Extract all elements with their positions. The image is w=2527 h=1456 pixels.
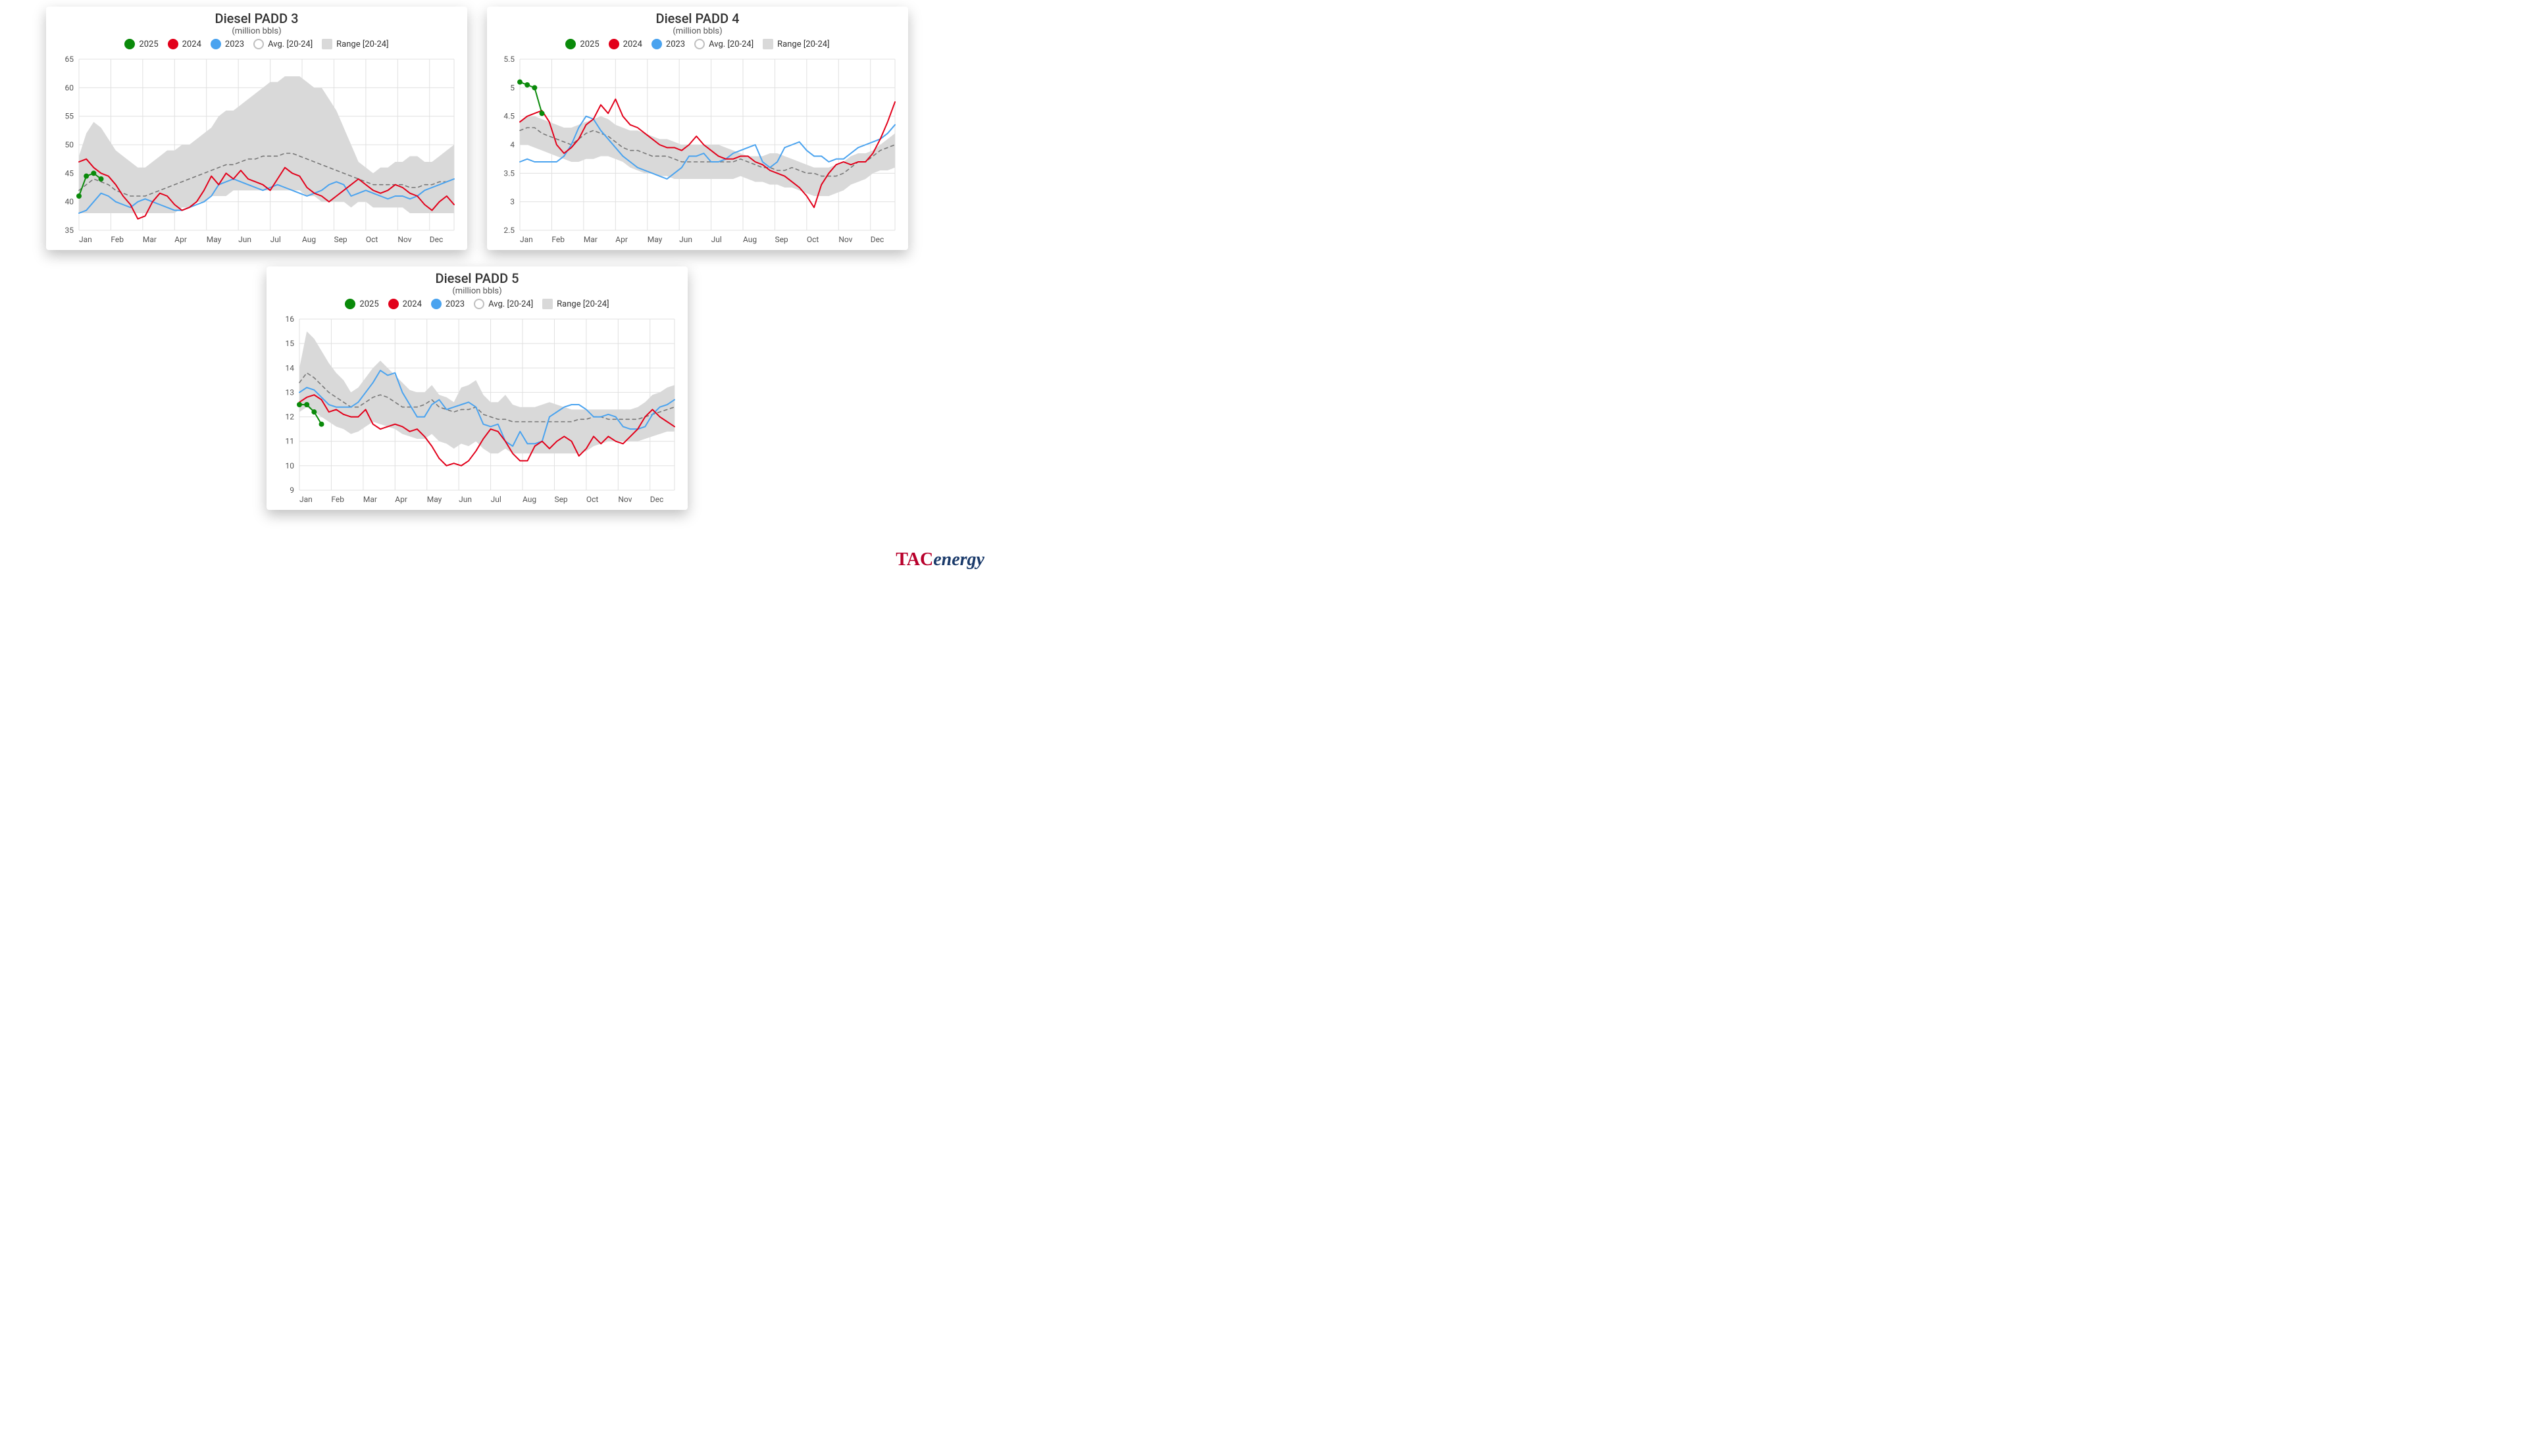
x-tick-label: Dec [650, 495, 664, 504]
series-marker-2025 [91, 170, 96, 176]
page-root: Diesel PADD 3(million bbls)202520242023A… [0, 0, 1011, 582]
x-tick-label: Jan [520, 235, 533, 244]
y-tick-label: 5 [510, 83, 515, 92]
x-tick-label: Jul [711, 235, 722, 244]
x-tick-label: Aug [743, 235, 757, 244]
x-tick-label: Feb [111, 235, 124, 244]
y-tick-label: 12 [286, 413, 295, 422]
y-tick-label: 4 [510, 140, 515, 149]
x-tick-label: Aug [523, 495, 536, 504]
logo-tac: TAC [896, 549, 933, 570]
x-tick-label: Apr [395, 495, 407, 504]
y-tick-label: 35 [65, 226, 74, 235]
x-tick-label: Jun [679, 235, 692, 244]
x-tick-label: Jun [459, 495, 472, 504]
y-tick-label: 3 [510, 197, 515, 207]
x-tick-label: May [207, 235, 222, 244]
y-tick-label: 2.5 [503, 226, 515, 235]
chart-title: Diesel PADD 5 [267, 266, 688, 286]
chart-svg: 9 10 11 12 13 14 15 16 Jan Feb Mar Apr May Jun Jul Aug S… [267, 306, 688, 523]
x-tick-label: Sep [775, 235, 788, 244]
y-tick-label: 3.5 [503, 168, 515, 178]
logo-energy: energy [933, 549, 984, 570]
series-marker-2025 [524, 82, 530, 88]
x-tick-label: Dec [871, 235, 884, 244]
series-marker-2025 [99, 176, 104, 182]
chart-subtitle: (million bbls) [267, 286, 688, 296]
series-marker-2025 [304, 402, 309, 407]
x-tick-label: Nov [838, 235, 852, 244]
y-tick-label: 16 [286, 314, 295, 324]
chart-subtitle: (million bbls) [487, 26, 908, 36]
x-tick-label: Aug [302, 235, 316, 244]
x-tick-label: Jun [238, 235, 251, 244]
x-tick-label: Mar [584, 235, 598, 244]
y-tick-label: 5.5 [503, 55, 515, 64]
series-marker-2025 [76, 193, 82, 199]
chart-card-padd4: Diesel PADD 4(million bbls)202520242023A… [487, 7, 908, 250]
y-tick-label: 11 [286, 437, 295, 446]
y-tick-label: 50 [65, 140, 74, 149]
x-tick-label: Apr [174, 235, 187, 244]
x-tick-label: Apr [615, 235, 628, 244]
y-tick-label: 14 [286, 363, 295, 372]
chart-subtitle: (million bbls) [46, 26, 467, 36]
logo: TACenergy [896, 549, 984, 570]
y-tick-label: 15 [286, 339, 295, 348]
series-line [520, 82, 542, 114]
chart-svg: 35 40 45 50 55 60 65 Jan Feb Mar Apr May Jun Jul Aug Se… [46, 46, 467, 263]
x-tick-label: Oct [366, 235, 378, 244]
y-tick-label: 60 [65, 83, 74, 92]
y-tick-label: 4.5 [503, 112, 515, 121]
x-tick-label: Jan [79, 235, 92, 244]
x-tick-label: Nov [397, 235, 411, 244]
series-marker-2025 [311, 409, 317, 414]
series-marker-2025 [297, 402, 302, 407]
y-tick-label: 65 [65, 55, 74, 64]
chart-title: Diesel PADD 4 [487, 7, 908, 26]
x-tick-label: Mar [143, 235, 157, 244]
y-tick-label: 13 [286, 388, 295, 397]
y-tick-label: 45 [65, 168, 74, 178]
x-tick-label: Feb [551, 235, 565, 244]
chart-card-padd5: Diesel PADD 5(million bbls)202520242023A… [267, 266, 688, 510]
x-tick-label: Mar [363, 495, 377, 504]
x-tick-label: Oct [586, 495, 599, 504]
x-tick-label: Oct [807, 235, 819, 244]
y-tick-label: 9 [290, 486, 294, 495]
x-tick-label: Nov [618, 495, 632, 504]
series-marker-2025 [532, 85, 537, 90]
series-marker-2025 [84, 174, 89, 179]
x-tick-label: Feb [331, 495, 344, 504]
x-tick-label: Sep [554, 495, 567, 504]
x-tick-label: Jul [270, 235, 281, 244]
y-tick-label: 40 [65, 197, 74, 207]
x-tick-label: May [648, 235, 663, 244]
y-tick-label: 10 [286, 461, 295, 470]
x-tick-label: Jul [491, 495, 501, 504]
x-tick-label: Dec [430, 235, 444, 244]
series-marker-2025 [319, 422, 324, 427]
chart-title: Diesel PADD 3 [46, 7, 467, 26]
x-tick-label: Jan [299, 495, 313, 504]
x-tick-label: May [427, 495, 442, 504]
chart-svg: 2.5 3 3.5 4 4.5 5 5.5 Jan Feb Mar Apr May Jun Jul Aug S… [487, 46, 908, 263]
series-marker-2025 [540, 111, 545, 116]
y-tick-label: 55 [65, 112, 74, 121]
series-marker-2025 [517, 80, 523, 85]
chart-card-padd3: Diesel PADD 3(million bbls)202520242023A… [46, 7, 467, 250]
x-tick-label: Sep [334, 235, 347, 244]
